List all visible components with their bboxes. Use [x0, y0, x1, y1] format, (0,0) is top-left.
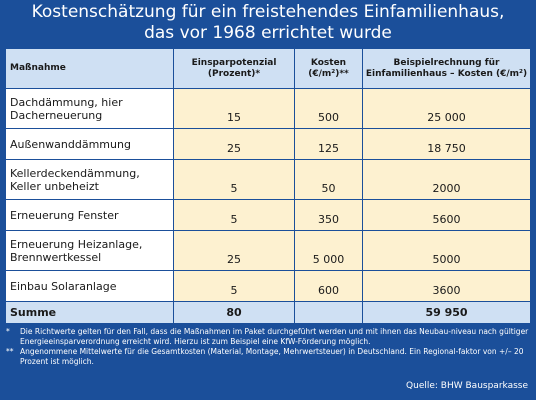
savings-cell: 15 [173, 88, 295, 129]
table-row: Kellerdeckendämmung, Keller unbeheizt 5 5… [5, 159, 531, 200]
header-example: Beispielrechnung für Einfamilienhaus – Ko… [362, 48, 531, 89]
footnotes: * Die Richtwerte gelten für den Fall, da… [6, 327, 532, 367]
header-row: Maßnahme Einsparpotenzial (Prozent)* Kost… [5, 48, 531, 89]
table-row: Erneuerung Fenster 5 350 5600 [5, 199, 531, 231]
cost-cell: 5 000 [294, 230, 363, 271]
savings-cell: 5 [173, 159, 295, 200]
savings-cell: 25 [173, 230, 295, 271]
table-row: Dachdämmung, hier Dacherneuerung 15 500 2… [5, 88, 531, 129]
cost-cell: 50 [294, 159, 363, 200]
footnote: * Die Richtwerte gelten für den Fall, da… [6, 327, 532, 347]
measure-cell: Kellerdeckendämmung, Keller unbeheizt [5, 159, 174, 200]
savings-cell: 5 [173, 270, 295, 302]
example-cell: 2000 [362, 159, 531, 200]
table-row: Erneuerung Heizanlage, Brennwertkessel 25… [5, 230, 531, 271]
example-cell: 5000 [362, 230, 531, 271]
sum-cost [294, 301, 363, 324]
page-title: Kostenschätzung für ein freistehendes Ei… [0, 2, 536, 44]
title-line-2: das vor 1968 errichtet wurde [144, 23, 392, 43]
cost-cell: 125 [294, 128, 363, 160]
sum-savings: 80 [173, 301, 295, 324]
example-cell: 5600 [362, 199, 531, 231]
title-line-1: Kostenschätzung für ein freistehendes Ei… [31, 2, 505, 22]
example-cell: 25 000 [362, 88, 531, 129]
measure-cell: Einbau Solaranlage [5, 270, 174, 302]
sum-label: Summe [5, 301, 174, 324]
savings-cell: 25 [173, 128, 295, 160]
footnote-text: Angenommene Mittelwerte für die Gesamtko… [20, 347, 524, 366]
example-cell: 3600 [362, 270, 531, 302]
cost-table: Maßnahme Einsparpotenzial (Prozent)* Kost… [5, 48, 531, 324]
measure-cell: Außenwanddämmung [5, 128, 174, 160]
savings-cell: 5 [173, 199, 295, 231]
table-row: Außenwanddämmung 25 125 18 750 [5, 128, 531, 160]
sum-row: Summe 80 59 950 [5, 301, 531, 324]
header-cost: Kosten (€/m²)** [294, 48, 363, 89]
measure-cell: Erneuerung Fenster [5, 199, 174, 231]
example-cell: 18 750 [362, 128, 531, 160]
footnote-mark: ** [6, 347, 14, 356]
cost-cell: 600 [294, 270, 363, 302]
source-credit: Quelle: BHW Bausparkasse [406, 381, 528, 391]
footnote-text: Die Richtwerte gelten für den Fall, dass… [20, 327, 529, 346]
header-savings: Einsparpotenzial (Prozent)* [173, 48, 295, 89]
header-measure: Maßnahme [5, 48, 174, 89]
footnote: ** Angenommene Mittelwerte für die Gesam… [6, 347, 532, 367]
sum-example: 59 950 [362, 301, 531, 324]
measure-cell: Dachdämmung, hier Dacherneuerung [5, 88, 174, 129]
measure-cell: Erneuerung Heizanlage, Brennwertkessel [5, 230, 174, 271]
cost-cell: 350 [294, 199, 363, 231]
footnote-mark: * [6, 327, 10, 336]
cost-cell: 500 [294, 88, 363, 129]
table-row: Einbau Solaranlage 5 600 3600 [5, 270, 531, 302]
